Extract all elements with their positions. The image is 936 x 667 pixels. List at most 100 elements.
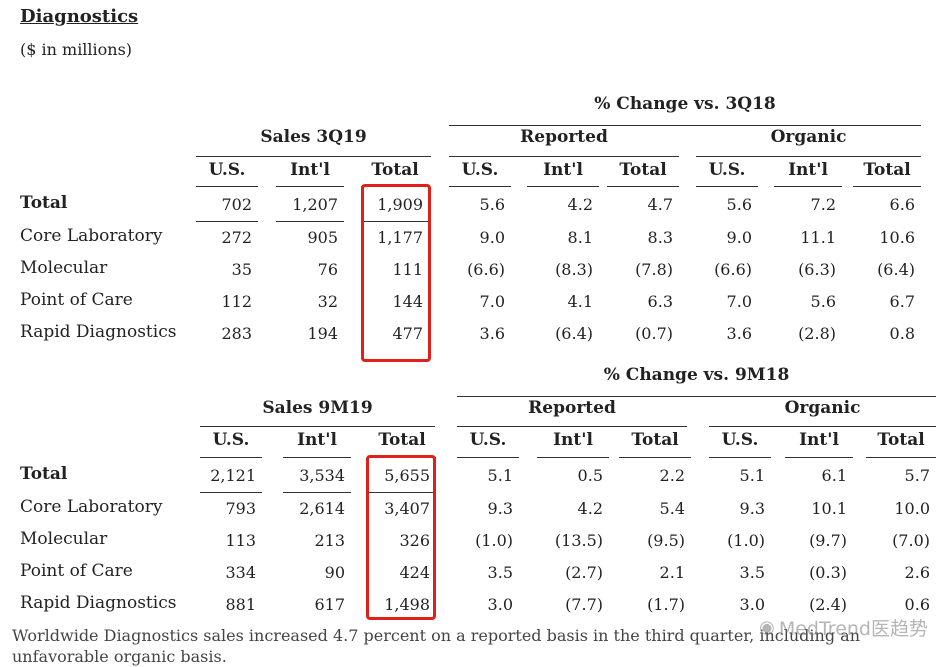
table-cell: 3.0 [487, 595, 513, 614]
total-row-rule [276, 221, 344, 222]
table-cell: 5.6 [810, 292, 836, 311]
change-title: % Change vs. 9M18 [603, 365, 790, 385]
table-cell: 112 [221, 292, 252, 311]
column-header-us: U.S. [208, 160, 246, 180]
table-cell: (6.3) [798, 260, 836, 279]
table-cell: (13.5) [554, 531, 603, 550]
table-cell: (6.4) [555, 324, 593, 343]
table-cell: 6.6 [889, 195, 915, 214]
table-cell: 111 [392, 260, 423, 279]
table-cell: 113 [225, 531, 256, 550]
table-cell: 8.3 [647, 228, 673, 247]
column-header-rule [696, 186, 758, 187]
table-cell: 2,614 [299, 499, 345, 518]
sales-title: Sales 3Q19 [260, 127, 367, 147]
table-cell: 283 [221, 324, 252, 343]
subgroup-rule [696, 156, 921, 157]
subgroup-rule [709, 426, 936, 427]
table-cell: (6.6) [714, 260, 752, 279]
column-header-rule [537, 457, 609, 458]
table-cell: 2.1 [659, 563, 685, 582]
total-row-rule [283, 492, 351, 493]
column-header-total: Total [863, 160, 911, 180]
total-row-rule [196, 221, 258, 222]
column-header-rule [709, 457, 771, 458]
watermark-text: MedTrend医趋势 [778, 618, 928, 640]
table-cell: (0.3) [809, 563, 847, 582]
units-note: ($ in millions) [20, 40, 133, 59]
table-cell: 9.3 [487, 499, 513, 518]
table-cell: 4.1 [567, 292, 593, 311]
column-header-rule [853, 186, 921, 187]
table-cell: 0.5 [577, 466, 603, 485]
highlight-box [361, 184, 431, 362]
row-label: Total [20, 464, 68, 484]
table-cell: (2.4) [809, 595, 847, 614]
column-header-total: Total [619, 160, 667, 180]
column-header-intl: Int'l [788, 160, 828, 180]
subgroup-rule [457, 426, 687, 427]
table-cell: (1.7) [647, 595, 685, 614]
table-cell: 793 [225, 499, 256, 518]
table-cell: 0.6 [904, 595, 930, 614]
table-cell: 11.1 [800, 228, 836, 247]
table-cell: 3,534 [299, 466, 345, 485]
watermark: ◉ MedTrend医趋势 [759, 614, 928, 641]
table-cell: 7.2 [810, 195, 836, 214]
table-cell: 4.2 [577, 499, 603, 518]
table-cell: 477 [392, 324, 423, 343]
table-cell: 5.1 [739, 466, 765, 485]
table-cell: 6.1 [821, 466, 847, 485]
table-cell: 881 [225, 595, 256, 614]
column-header-total: Total [378, 430, 426, 450]
column-header-rule [276, 186, 344, 187]
table-cell: (6.6) [467, 260, 505, 279]
table-cell: 3.6 [479, 324, 505, 343]
column-header-rule [866, 457, 936, 458]
table-cell: 5,655 [384, 466, 430, 485]
column-header-rule [607, 186, 679, 187]
table-cell: (7.8) [635, 260, 673, 279]
table-cell: 1,207 [292, 195, 338, 214]
table-cell: 213 [314, 531, 345, 550]
table-cell: (7.7) [565, 595, 603, 614]
table-cell: 76 [317, 260, 338, 279]
column-header-rule [200, 457, 262, 458]
table-cell: (2.8) [798, 324, 836, 343]
table-cell: (6.4) [877, 260, 915, 279]
column-header-intl: Int'l [553, 430, 593, 450]
change-title: % Change vs. 3Q18 [594, 94, 776, 114]
table-cell: 6.7 [889, 292, 915, 311]
column-header-total: Total [371, 160, 419, 180]
column-header-intl: Int'l [297, 430, 337, 450]
table-cell: (9.7) [809, 531, 847, 550]
column-header-us: U.S. [469, 430, 507, 450]
table-cell: 905 [307, 228, 338, 247]
organic-title: Organic [770, 127, 847, 147]
table-cell: 7.0 [726, 292, 752, 311]
reported-title: Reported [528, 398, 616, 418]
table-cell: 5.4 [659, 499, 685, 518]
table-cell: 6.3 [647, 292, 673, 311]
table-cell: 7.0 [479, 292, 505, 311]
table-cell: 4.2 [567, 195, 593, 214]
table-cell: 10.1 [811, 499, 847, 518]
table-cell: 5.7 [904, 466, 930, 485]
table-cell: 144 [392, 292, 423, 311]
table-cell: 9.0 [726, 228, 752, 247]
section-heading: Diagnostics [20, 6, 139, 27]
table-cell: (1.0) [727, 531, 765, 550]
column-header-rule [449, 186, 511, 187]
table-cell: 35 [231, 260, 252, 279]
reported-title: Reported [520, 127, 608, 147]
table-cell: 9.0 [479, 228, 505, 247]
row-label: Core Laboratory [20, 226, 163, 246]
table-cell: 1,177 [377, 228, 423, 247]
row-label: Point of Care [20, 561, 133, 581]
subgroup-rule [449, 156, 679, 157]
table-cell: 3.5 [487, 563, 513, 582]
table-cell: 2,121 [210, 466, 256, 485]
table-cell: 0.8 [889, 324, 915, 343]
row-label: Molecular [20, 529, 108, 549]
table-cell: (1.0) [475, 531, 513, 550]
